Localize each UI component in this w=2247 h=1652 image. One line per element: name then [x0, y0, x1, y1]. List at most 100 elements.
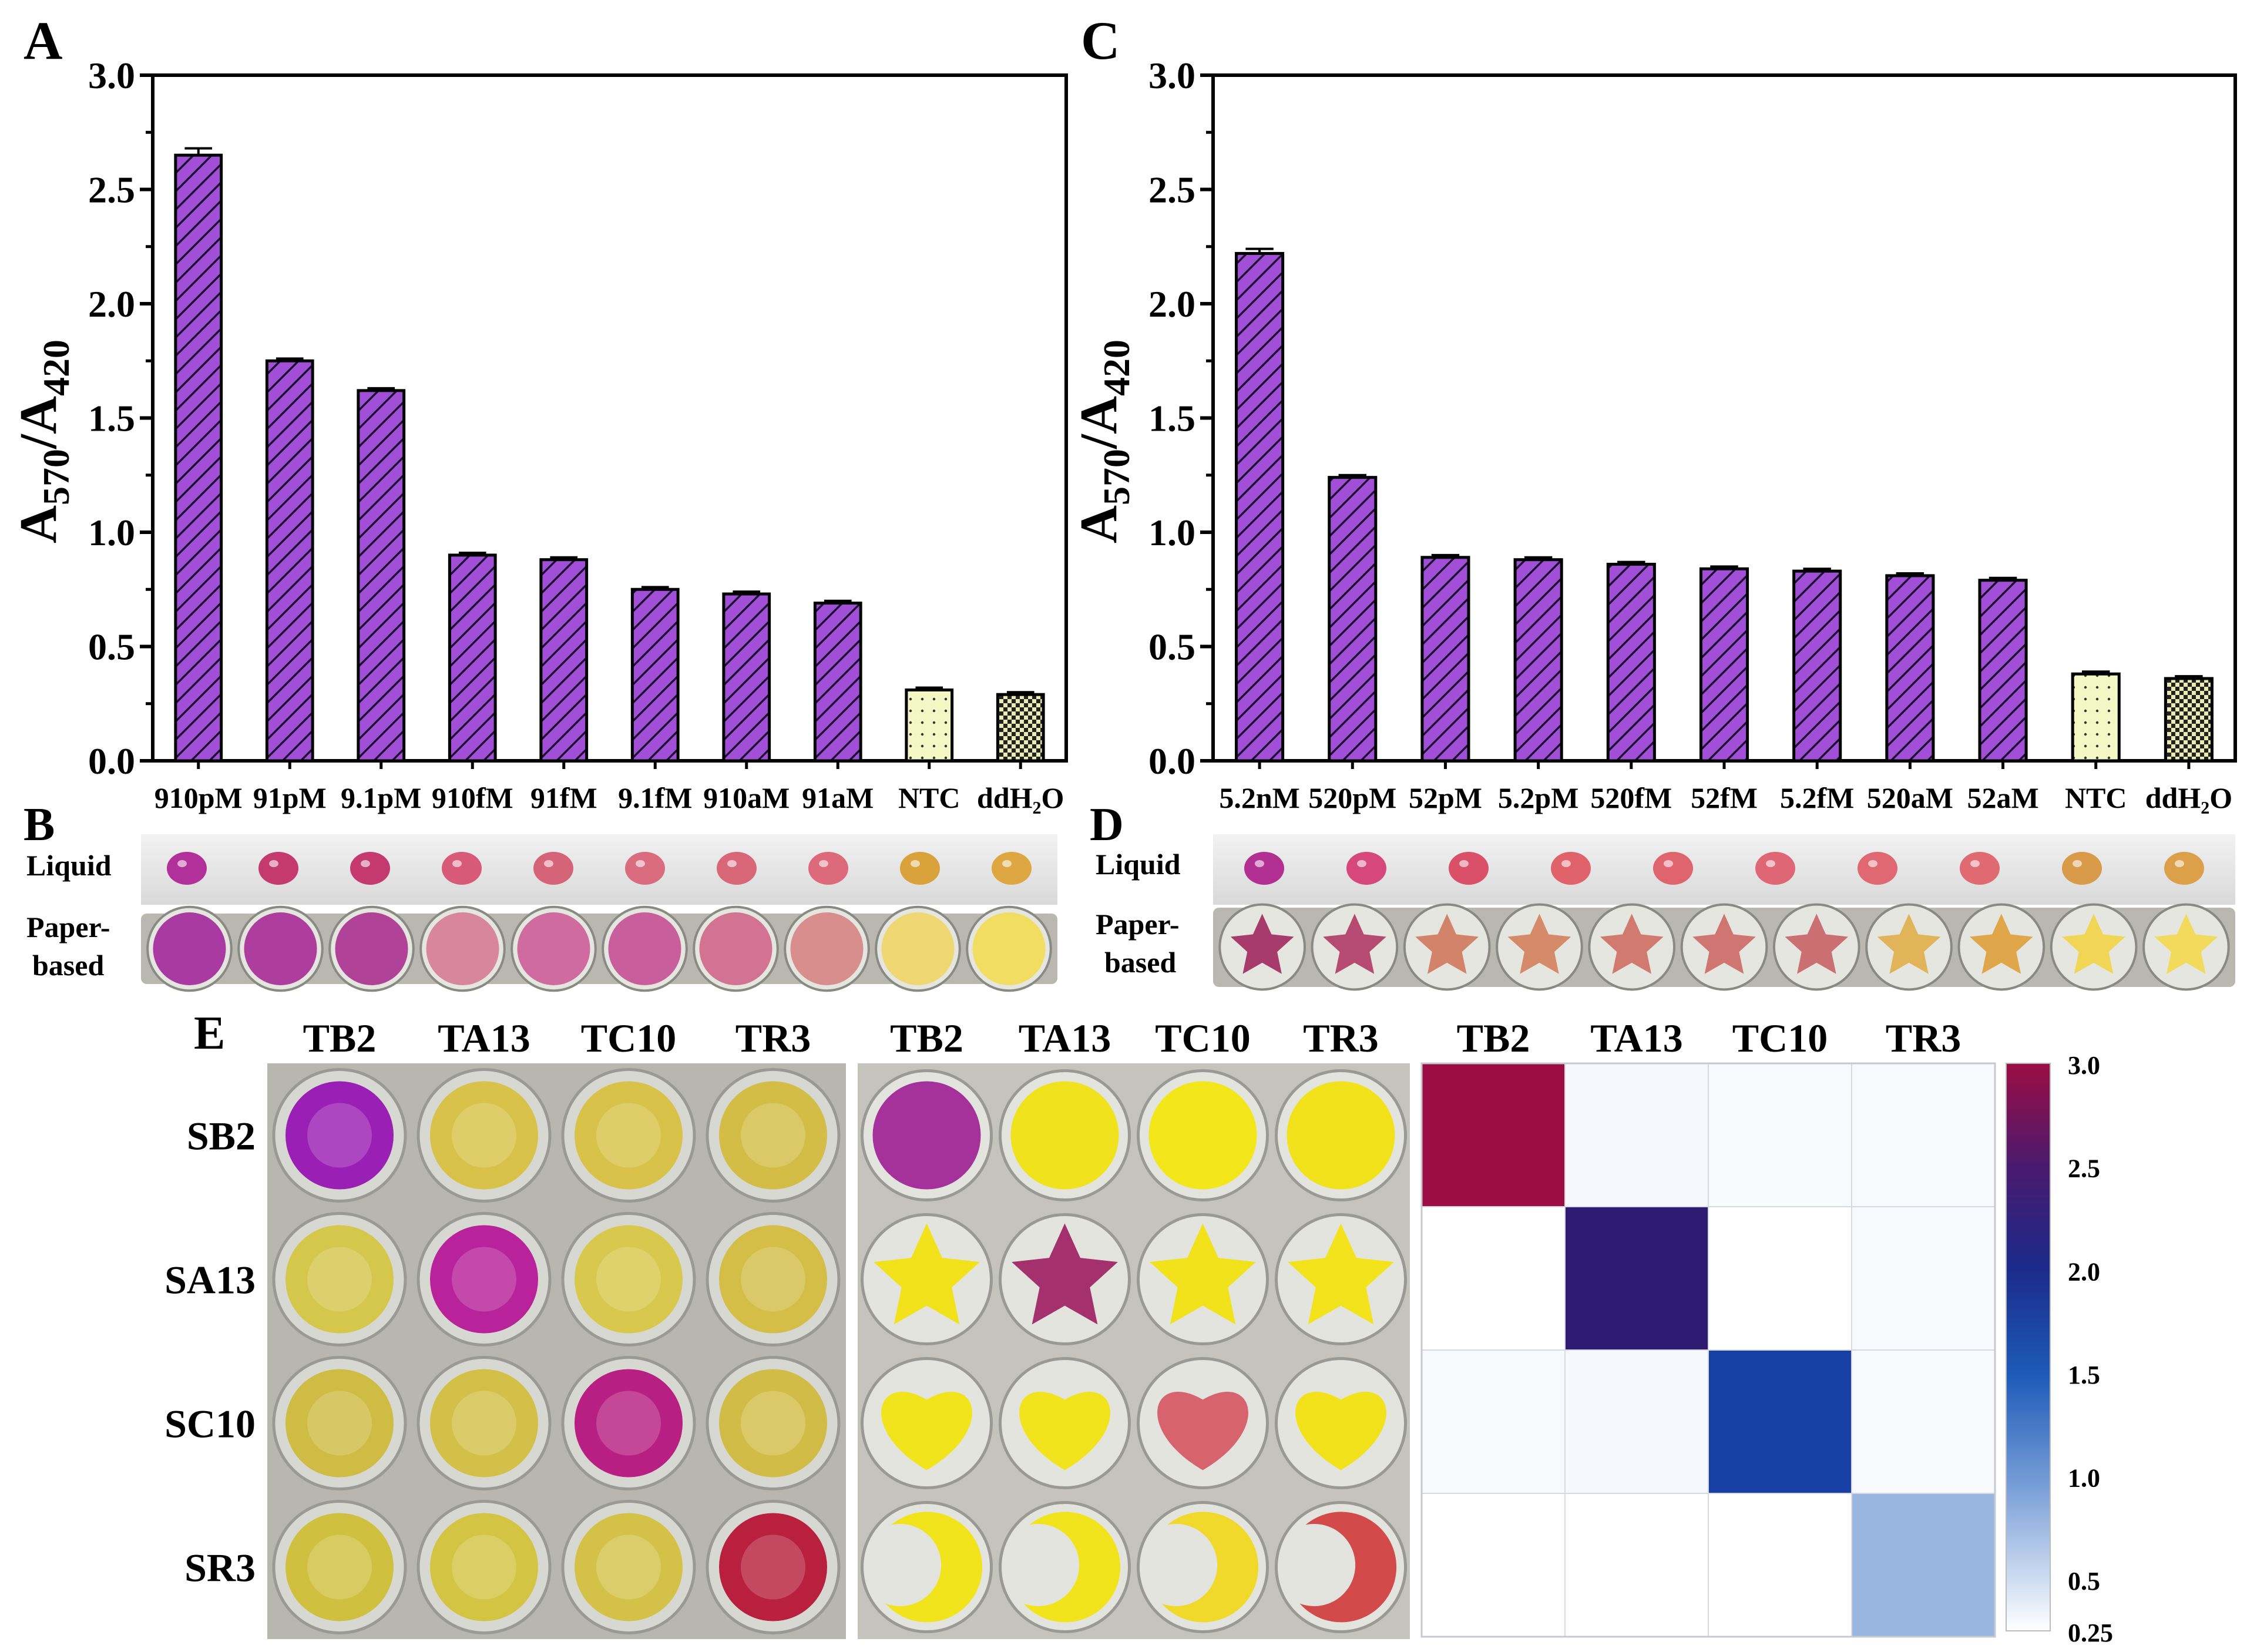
panel-letter-d: D: [1090, 799, 1124, 851]
row-label-liquid-d: Liquid: [1096, 848, 1181, 881]
chart-c: 0.0 0.5 1.0 1.5 2.0 2.5 3.0 5.2nM 520pM 52pM 5.2pM…: [1070, 55, 2237, 814]
liquid-tube: [1960, 852, 2000, 885]
paper-disc: [244, 912, 317, 985]
y-tick-label: 3.0: [1148, 55, 1195, 96]
bar: [813, 602, 862, 763]
x-tick-label: 52aM: [1967, 781, 2038, 814]
liquid-highlight: [1970, 860, 1980, 867]
x-tick-label: 910fM: [432, 781, 513, 814]
liquid-tube: [1653, 852, 1693, 885]
y-tick-label: 0.0: [88, 740, 135, 782]
liquid-tube: [808, 852, 848, 885]
paper-star: [1877, 914, 1941, 974]
heatmap-column-label: TC10: [1732, 1016, 1828, 1060]
paper-star: [1507, 914, 1571, 974]
heatmap-cell: [1851, 1493, 1996, 1637]
photo-e-liquid-plate: TB2 TA13 TC10 TR3 SB2 SA13 SC10 SR3: [164, 1016, 846, 1639]
well-liquid: [430, 1513, 538, 1621]
well-liquid: [719, 1081, 827, 1190]
bar: [996, 693, 1045, 763]
well-liquid: [575, 1513, 683, 1621]
well-highlight: [452, 1535, 516, 1600]
paper-crescent: [1299, 1512, 1397, 1623]
heatmap-cell: [1851, 1063, 1996, 1207]
heatmap-cell: [1564, 1206, 1709, 1351]
paper-star: [1230, 914, 1294, 974]
paper-circle: [1010, 1081, 1119, 1190]
row-label-liquid-b: Liquid: [26, 849, 112, 882]
paper-heart: [1295, 1392, 1386, 1470]
y-tick-label: 2.5: [88, 169, 135, 211]
liquid-highlight: [1459, 860, 1469, 867]
paper-star: [1785, 914, 1849, 974]
paper-star: [1323, 914, 1386, 974]
y-tick-label: 0.5: [1148, 626, 1195, 668]
well-highlight: [452, 1391, 516, 1456]
liquid-tube: [2062, 852, 2102, 885]
well-highlight: [596, 1391, 661, 1456]
x-tick-label: NTC: [898, 781, 960, 814]
liquid-highlight: [1664, 860, 1673, 867]
well-highlight: [307, 1535, 372, 1600]
photo-b: Liquid Paper- based: [26, 834, 1057, 992]
paper-circle: [872, 1081, 981, 1190]
x-tick-label: 91aM: [802, 781, 874, 814]
column-label: TB2: [303, 1016, 377, 1060]
paper-crescent: [1023, 1512, 1121, 1623]
y-axis-label-part: 420: [35, 340, 77, 396]
liquid-highlight: [452, 860, 462, 867]
well-highlight: [596, 1103, 661, 1168]
heatmap-cell: [1708, 1206, 1852, 1351]
paper-star: [1692, 914, 1756, 974]
paper-disc: [608, 912, 681, 985]
well-highlight: [307, 1247, 372, 1312]
bar: [1513, 558, 1563, 763]
y-tick-label: 0.5: [88, 626, 135, 668]
well-highlight: [596, 1247, 661, 1312]
heatmap-cell: [1564, 1493, 1709, 1637]
heatmap-cell: [1851, 1206, 1996, 1351]
bar: [1978, 579, 2028, 763]
y-tick-label: 2.0: [1148, 283, 1195, 325]
liquid-highlight: [1561, 860, 1571, 867]
row-label-paper-d-2: based: [1104, 946, 1176, 979]
x-tick-label: 91fM: [530, 781, 597, 814]
column-label: TR3: [735, 1016, 811, 1060]
heatmap-column-label: TR3: [1886, 1016, 1961, 1060]
heatmap-cell: [1564, 1063, 1709, 1207]
well-liquid: [575, 1225, 683, 1334]
heatmap-cell: [1421, 1063, 1566, 1207]
colorbar: [2006, 1063, 2051, 1631]
bar: [265, 359, 314, 763]
heatmap-cell: [1421, 1206, 1566, 1351]
liquid-highlight: [1766, 860, 1775, 867]
colorbar-tick-label: 2.5: [2068, 1154, 2100, 1183]
paper-star: [1415, 914, 1479, 974]
row-label: SB2: [187, 1114, 256, 1159]
x-tick-label: 52fM: [1691, 781, 1758, 814]
liquid-tube: [1858, 852, 1897, 885]
x-tick-label: 520aM: [1867, 781, 1953, 814]
paper-circle: [1287, 1081, 1395, 1190]
x-tick-label: NTC: [2065, 781, 2127, 814]
bar: [357, 389, 406, 763]
y-axis-label-part: 420: [1096, 340, 1137, 396]
x-tick-label: 910aM: [703, 781, 790, 814]
y-tick-label: 1.0: [1148, 512, 1195, 553]
liquid-tube: [992, 852, 1032, 885]
paper-circle: [1148, 1081, 1257, 1190]
x-tick-label: 5.2fM: [1780, 781, 1854, 814]
liquid-highlight: [2073, 860, 2082, 867]
well-liquid: [719, 1225, 827, 1334]
liquid-highlight: [1255, 860, 1264, 867]
well-highlight: [741, 1535, 805, 1600]
well-liquid: [286, 1513, 394, 1621]
row-label: SA13: [164, 1258, 256, 1302]
well-liquid: [575, 1081, 683, 1190]
paper-disc: [881, 912, 955, 985]
x-tick-label: 9.1pM: [341, 781, 422, 814]
well-liquid: [430, 1081, 538, 1190]
well-highlight: [741, 1247, 805, 1312]
heatmap-column-label: TA13: [1590, 1016, 1682, 1060]
y-axis-label-part: A: [1070, 505, 1128, 543]
